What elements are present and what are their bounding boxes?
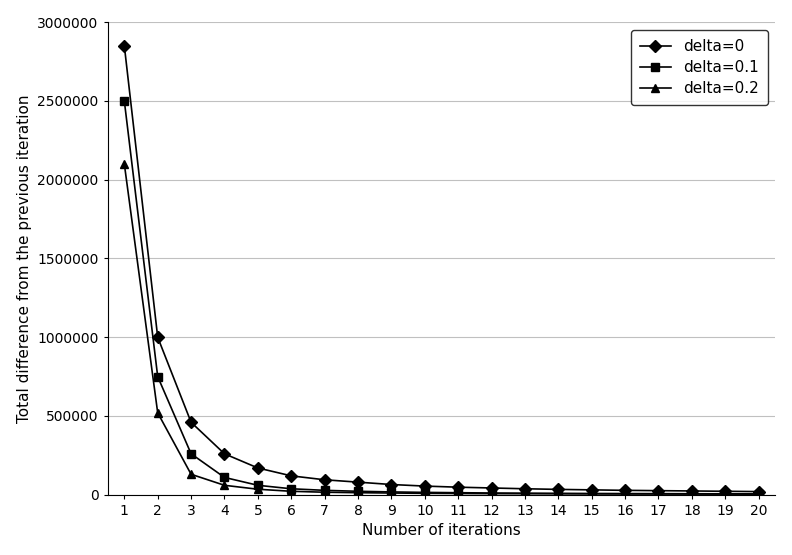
delta=0 [386, 481, 396, 488]
delta=0.1 [253, 482, 263, 488]
delta=0.2 [653, 491, 663, 497]
Legend: delta=0, delta=0.1, delta=0.2: delta=0, delta=0.1, delta=0.2 [631, 30, 767, 105]
delta=0.1 [420, 489, 429, 496]
delta=0 [320, 476, 329, 483]
delta=0.2 [386, 490, 396, 496]
delta=0.1 [587, 490, 596, 497]
delta=0.2 [253, 486, 263, 493]
delta=0.1 [520, 490, 530, 497]
delta=0.1 [153, 374, 162, 380]
delta=0 [620, 487, 630, 493]
delta=0 [287, 472, 296, 479]
delta=0.2 [554, 491, 563, 497]
delta=0.1 [554, 490, 563, 497]
delta=0.1 [353, 488, 363, 495]
delta=0 [554, 486, 563, 493]
delta=0.1 [487, 490, 497, 496]
delta=0.1 [287, 486, 296, 492]
delta=0.1 [721, 491, 730, 497]
delta=0.1 [653, 490, 663, 497]
delta=0.1 [186, 451, 196, 457]
X-axis label: Number of iterations: Number of iterations [362, 523, 521, 538]
delta=0.2 [186, 471, 196, 478]
delta=0.2 [287, 488, 296, 495]
delta=0.2 [754, 491, 763, 497]
delta=0.1 [219, 474, 229, 481]
delta=0 [186, 419, 196, 426]
delta=0.2 [320, 489, 329, 496]
delta=0.1 [120, 98, 129, 104]
delta=0.2 [353, 490, 363, 496]
delta=0 [353, 479, 363, 486]
delta=0.1 [687, 491, 697, 497]
delta=0.2 [420, 490, 429, 497]
delta=0 [520, 486, 530, 492]
delta=0.2 [520, 491, 530, 497]
delta=0.2 [620, 491, 630, 497]
delta=0 [219, 451, 229, 457]
delta=0 [453, 484, 463, 491]
delta=0.1 [386, 488, 396, 495]
delta=0.2 [587, 491, 596, 497]
delta=0.1 [754, 491, 763, 497]
delta=0 [587, 487, 596, 493]
delta=0 [420, 483, 429, 490]
delta=0.2 [487, 490, 497, 497]
delta=0 [754, 488, 763, 495]
delta=0.2 [721, 491, 730, 497]
delta=0.2 [120, 160, 129, 167]
Y-axis label: Total difference from the previous iteration: Total difference from the previous itera… [17, 94, 32, 423]
delta=0.1 [453, 490, 463, 496]
delta=0.2 [153, 410, 162, 416]
delta=0 [687, 488, 697, 495]
Line: delta=0.1: delta=0.1 [120, 97, 763, 498]
delta=0.2 [453, 490, 463, 497]
delta=0 [120, 43, 129, 49]
delta=0.1 [320, 487, 329, 493]
Line: delta=0: delta=0 [120, 42, 763, 496]
delta=0 [721, 488, 730, 495]
delta=0.2 [687, 491, 697, 497]
delta=0.1 [620, 490, 630, 497]
delta=0 [653, 487, 663, 494]
delta=0 [253, 465, 263, 471]
Line: delta=0.2: delta=0.2 [120, 160, 763, 498]
delta=0 [487, 485, 497, 491]
delta=0.2 [219, 482, 229, 488]
delta=0 [153, 334, 162, 341]
